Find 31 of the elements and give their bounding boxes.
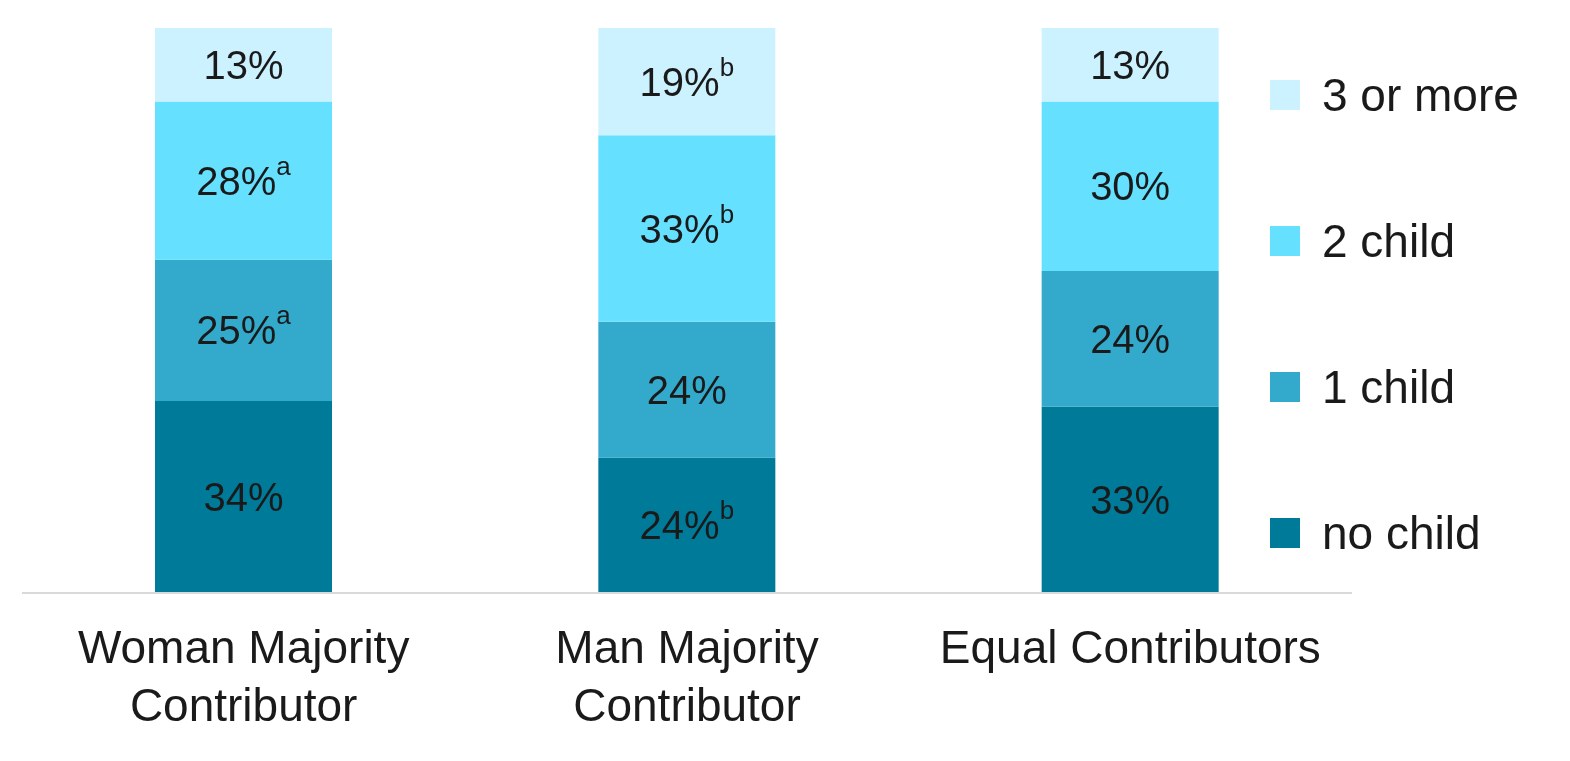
data-label: 34% <box>203 474 284 519</box>
bar <box>155 259 332 401</box>
data-label: 30% <box>1090 164 1171 209</box>
data-label: 33%$^{b}$ <box>639 198 735 251</box>
legend-label: 1 child <box>1322 360 1455 414</box>
legend-label: no child <box>1322 506 1481 560</box>
data-label: 24%$^{b}$ <box>639 495 735 548</box>
x-tick-label: Woman Majority Contributor <box>77 621 410 731</box>
data-label: 19%$^{b}$ <box>639 51 735 104</box>
bar <box>598 135 776 322</box>
bar <box>1041 28 1219 102</box>
data-label: 24% <box>1090 316 1171 361</box>
x-tick-label: Man Majority Contributor <box>555 621 819 731</box>
x-tick-label: Equal Contributors <box>939 621 1321 673</box>
bar <box>598 457 776 593</box>
data-label: 13% <box>203 42 284 87</box>
bar <box>1041 406 1219 593</box>
data-label: 25%$^{a}$ <box>196 300 292 353</box>
data-label: 13% <box>1090 42 1171 87</box>
bar <box>598 321 776 458</box>
data-label: 33% <box>1090 477 1171 522</box>
data-label: 24% <box>646 367 727 412</box>
bar <box>598 28 776 136</box>
bar <box>1041 270 1219 407</box>
bar <box>155 101 332 260</box>
bar <box>1041 101 1219 271</box>
legend-label: 2 child <box>1322 214 1455 268</box>
bar <box>155 28 332 102</box>
bar <box>155 400 332 593</box>
legend-label: 3 or more <box>1322 68 1519 122</box>
data-label: 28%$^{a}$ <box>196 150 292 203</box>
